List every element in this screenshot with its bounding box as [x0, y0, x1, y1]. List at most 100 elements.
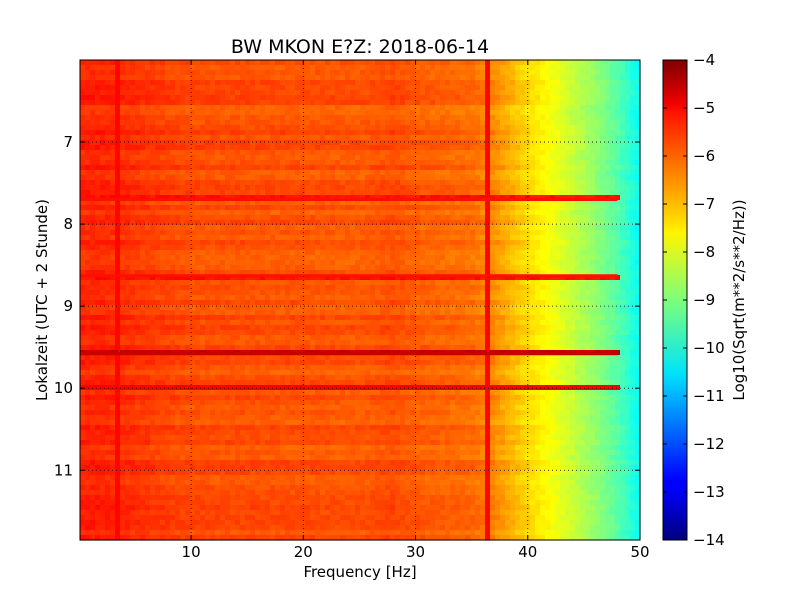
heatmap-cell	[615, 205, 621, 211]
heatmap-cell	[215, 105, 221, 111]
heatmap-cell	[530, 185, 536, 191]
heatmap-cell	[290, 185, 296, 191]
heatmap-cell	[260, 210, 266, 216]
heatmap-cell	[545, 240, 551, 246]
heatmap-cell	[155, 70, 161, 76]
heatmap-cell	[585, 270, 591, 276]
heatmap-cell	[500, 270, 506, 276]
heatmap-cell	[570, 230, 576, 236]
heatmap-cell	[285, 250, 291, 256]
heatmap-cell	[305, 150, 311, 156]
heatmap-cell	[370, 95, 376, 101]
heatmap-cell	[280, 130, 286, 136]
heatmap-cell	[255, 280, 261, 286]
heatmap-cell	[345, 220, 351, 226]
heatmap-cell	[245, 125, 251, 131]
heatmap-cell	[470, 215, 476, 221]
heatmap-cell	[260, 110, 266, 116]
heatmap-cell	[585, 215, 591, 221]
heatmap-cell	[285, 245, 291, 251]
heatmap-cell	[80, 95, 86, 101]
heatmap-cell	[635, 105, 641, 111]
heatmap-cell	[425, 75, 431, 81]
heatmap-cell	[300, 80, 306, 86]
heatmap-cell	[285, 240, 291, 246]
heatmap-cell	[510, 115, 516, 121]
heatmap-cell	[460, 100, 466, 106]
heatmap-cell	[385, 80, 391, 86]
heatmap-cell	[110, 125, 116, 131]
heatmap-cell	[625, 265, 631, 271]
heatmap-cell	[125, 180, 131, 186]
heatmap-cell	[355, 170, 361, 176]
heatmap-cell	[80, 90, 86, 96]
heatmap-cell	[340, 150, 346, 156]
heatmap-cell	[525, 115, 531, 121]
heatmap-cell	[375, 100, 381, 106]
heatmap-cell	[335, 90, 341, 96]
heatmap-cell	[135, 130, 141, 136]
heatmap-cell	[335, 180, 341, 186]
heatmap-cell	[175, 85, 181, 91]
heatmap-cell	[610, 155, 616, 161]
heatmap-cell	[480, 260, 486, 266]
heatmap-cell	[225, 240, 231, 246]
heatmap-cell	[220, 80, 226, 86]
heatmap-cell	[265, 120, 271, 126]
heatmap-cell	[340, 245, 346, 251]
heatmap-cell	[145, 140, 151, 146]
heatmap-cell	[345, 200, 351, 206]
heatmap-cell	[230, 210, 236, 216]
heatmap-cell	[175, 230, 181, 236]
heatmap-cell	[300, 255, 306, 261]
heatmap-cell	[200, 155, 206, 161]
heatmap-cell	[265, 75, 271, 81]
heatmap-cell	[345, 210, 351, 216]
heatmap-cell	[390, 80, 396, 86]
heatmap-cell	[130, 205, 136, 211]
heatmap-cell	[400, 225, 406, 231]
heatmap-cell	[450, 130, 456, 136]
heatmap-cell	[505, 165, 511, 171]
heatmap-cell	[175, 270, 181, 276]
heatmap-cell	[375, 60, 381, 66]
heatmap-cell	[435, 180, 441, 186]
heatmap-cell	[355, 85, 361, 91]
heatmap-cell	[290, 235, 296, 241]
heatmap-cell	[370, 255, 376, 261]
heatmap-cell	[410, 230, 416, 236]
heatmap-cell	[185, 115, 191, 121]
heatmap-cell	[625, 65, 631, 71]
heatmap-cell	[135, 210, 141, 216]
heatmap-cell	[300, 70, 306, 76]
heatmap-cell	[330, 235, 336, 241]
heatmap-cell	[405, 205, 411, 211]
heatmap-cell	[160, 145, 166, 151]
heatmap-cell	[240, 170, 246, 176]
heatmap-cell	[390, 220, 396, 226]
heatmap-cell	[210, 165, 216, 171]
heatmap-cell	[190, 120, 196, 126]
heatmap-cell	[160, 140, 166, 146]
heatmap-cell	[610, 200, 616, 206]
heatmap-cell	[450, 100, 456, 106]
heatmap-cell	[490, 245, 496, 251]
heatmap-cell	[160, 240, 166, 246]
heatmap-cell	[105, 90, 111, 96]
heatmap-cell	[200, 265, 206, 271]
heatmap-cell	[560, 105, 566, 111]
heatmap-cell	[390, 175, 396, 181]
heatmap-cell	[370, 235, 376, 241]
heatmap-cell	[570, 225, 576, 231]
heatmap-cell	[200, 95, 206, 101]
heatmap-cell	[525, 195, 531, 201]
heatmap-cell	[590, 200, 596, 206]
heatmap-cell	[325, 265, 331, 271]
heatmap-cell	[400, 215, 406, 221]
heatmap-cell	[185, 140, 191, 146]
heatmap-cell	[620, 80, 626, 86]
heatmap-cell	[190, 255, 196, 261]
heatmap-cell	[275, 145, 281, 151]
heatmap-cell	[170, 70, 176, 76]
heatmap-cell	[580, 240, 586, 246]
